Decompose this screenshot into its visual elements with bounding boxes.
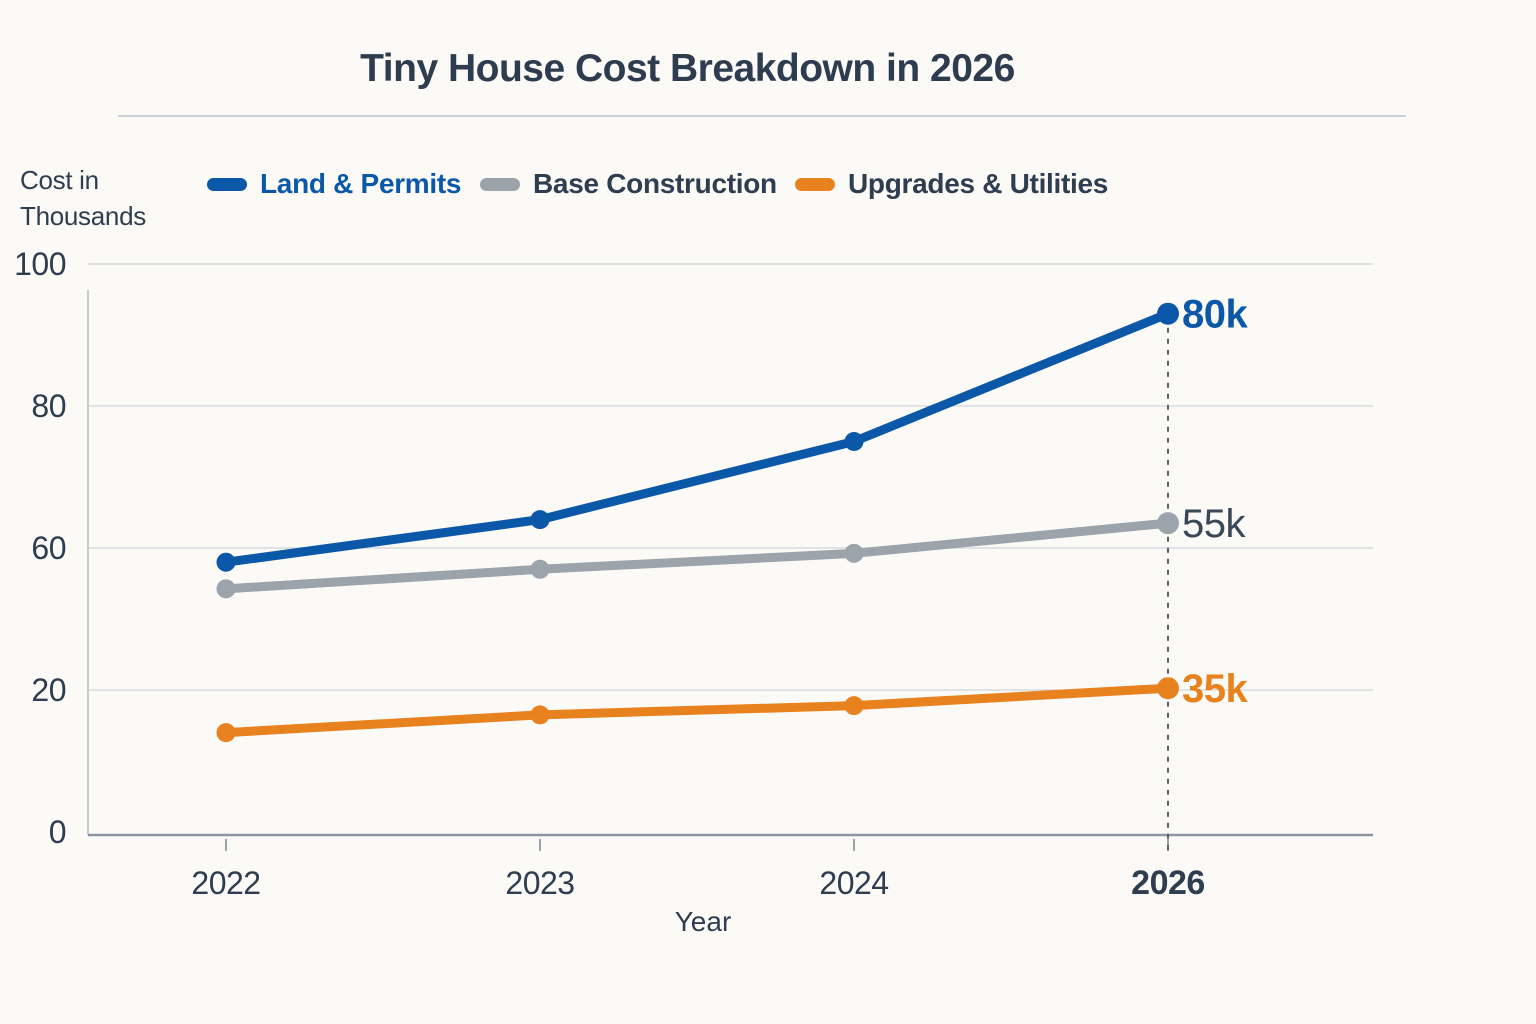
data-point-marker (844, 432, 864, 451)
y-tick-label: 0 (49, 814, 66, 850)
x-tick-label: 2024 (819, 865, 888, 901)
legend-swatch-icon (207, 177, 247, 191)
y-tick-label: 60 (31, 530, 66, 566)
y-tick-label: 100 (14, 246, 66, 282)
legend-item-upgrades-utilities: Upgrades & Utilities (795, 168, 1108, 200)
series-end-label: 35k (1182, 667, 1248, 711)
y-axis-title-line2: Thousands (20, 201, 146, 231)
data-point-marker (1157, 302, 1179, 325)
data-point-marker (1157, 512, 1179, 535)
data-point-marker (530, 705, 550, 725)
data-point-marker (530, 510, 550, 530)
series-end-label: 55k (1182, 502, 1246, 546)
legend-swatch-icon (480, 177, 520, 191)
chart-title: Tiny House Cost Breakdown in 2026 (360, 47, 1015, 90)
legend-label: Land & Permits (260, 168, 462, 199)
data-point-marker (216, 723, 236, 743)
x-tick-label: 2023 (505, 865, 574, 901)
data-point-marker (216, 579, 236, 599)
series-line-upgrades-utilities (221, 683, 1173, 738)
title-divider (118, 115, 1406, 117)
x-axis-title: Year (674, 906, 732, 937)
series-line-base-construction (221, 518, 1173, 594)
legend-label: Upgrades & Utilities (848, 168, 1109, 199)
data-point-marker (1157, 677, 1179, 700)
y-tick-label: 80 (31, 388, 66, 424)
data-point-marker (844, 696, 864, 716)
x-tick-label-highlight: 2026 (1131, 864, 1205, 902)
legend-item-base-construction: Base Construction (480, 168, 777, 200)
legend-label: Base Construction (533, 168, 777, 199)
y-axis-title: Cost in Thousands (20, 162, 146, 234)
legend-item-land-permits: Land & Permits (207, 168, 461, 200)
y-tick-label: 20 (31, 672, 66, 708)
data-point-marker (530, 559, 550, 579)
data-point-marker (216, 552, 236, 572)
series-line-land-permits (221, 309, 1173, 567)
legend-swatch-icon (795, 177, 835, 191)
data-point-marker (844, 543, 864, 563)
series-end-label: 80k (1182, 293, 1248, 337)
y-axis-title-line1: Cost in (20, 165, 99, 195)
x-tick-label: 2022 (191, 865, 260, 901)
